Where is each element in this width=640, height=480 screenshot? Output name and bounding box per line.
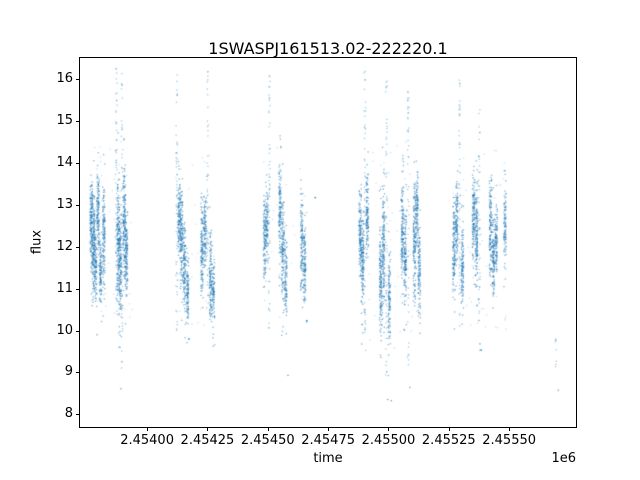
y-tick-mark — [76, 246, 80, 248]
y-tick-label: 11 — [56, 280, 73, 296]
x-tick-label: 2.45475 — [301, 433, 355, 448]
y-tick-mark — [76, 372, 80, 374]
y-tick-mark — [76, 120, 80, 122]
scatter-plot-canvas — [80, 58, 576, 427]
y-tick-mark — [76, 414, 80, 416]
x-tick-mark — [267, 427, 269, 431]
x-tick-mark — [207, 427, 209, 431]
x-tick-label: 2.45550 — [482, 433, 537, 448]
x-axis-label: time — [313, 451, 343, 466]
x-tick-mark — [388, 427, 390, 431]
y-tick-label: 14 — [56, 154, 73, 170]
x-tick-mark — [328, 427, 330, 431]
x-tick-label: 2.45400 — [120, 433, 174, 448]
chart-title: 1SWASPJ161513.02-222220.1 — [208, 39, 448, 58]
y-tick-label: 12 — [56, 238, 73, 254]
x-axis-offset-label: 1e6 — [551, 451, 576, 466]
y-tick-label: 10 — [56, 322, 73, 338]
y-tick-label: 9 — [64, 364, 73, 380]
x-tick-label: 2.45425 — [180, 433, 235, 448]
x-tick-mark — [509, 427, 511, 431]
y-tick-label: 8 — [64, 406, 73, 422]
y-tick-mark — [76, 288, 80, 290]
y-tick-mark — [76, 78, 80, 80]
x-tick-label: 2.45525 — [421, 433, 476, 448]
x-tick-mark — [448, 427, 450, 431]
axes-frame — [79, 57, 577, 428]
x-tick-label: 2.45450 — [240, 433, 295, 448]
y-tick-label: 13 — [56, 196, 73, 212]
x-tick-mark — [147, 427, 149, 431]
y-tick-label: 16 — [56, 70, 73, 86]
y-tick-mark — [76, 330, 80, 332]
y-tick-mark — [76, 204, 80, 206]
y-tick-label: 15 — [56, 112, 73, 128]
y-tick-mark — [76, 162, 80, 164]
x-tick-label: 2.45500 — [361, 433, 416, 448]
